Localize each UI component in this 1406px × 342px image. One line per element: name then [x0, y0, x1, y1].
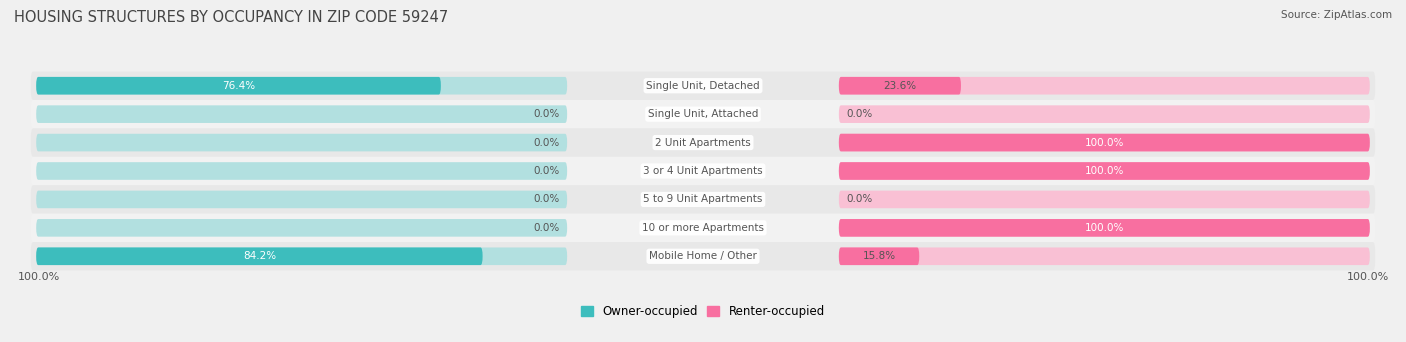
Text: Source: ZipAtlas.com: Source: ZipAtlas.com	[1281, 10, 1392, 20]
FancyBboxPatch shape	[37, 77, 567, 94]
Text: 2 Unit Apartments: 2 Unit Apartments	[655, 137, 751, 148]
FancyBboxPatch shape	[31, 71, 1375, 100]
Text: 100.0%: 100.0%	[1347, 272, 1389, 282]
Text: 10 or more Apartments: 10 or more Apartments	[643, 223, 763, 233]
Text: 0.0%: 0.0%	[533, 137, 560, 148]
FancyBboxPatch shape	[839, 77, 1369, 94]
FancyBboxPatch shape	[37, 219, 567, 237]
Text: 100.0%: 100.0%	[1084, 137, 1123, 148]
Text: 100.0%: 100.0%	[17, 272, 59, 282]
FancyBboxPatch shape	[37, 77, 441, 94]
FancyBboxPatch shape	[31, 100, 1375, 128]
FancyBboxPatch shape	[37, 190, 567, 208]
FancyBboxPatch shape	[839, 162, 1369, 180]
Text: HOUSING STRUCTURES BY OCCUPANCY IN ZIP CODE 59247: HOUSING STRUCTURES BY OCCUPANCY IN ZIP C…	[14, 10, 449, 25]
FancyBboxPatch shape	[839, 105, 1369, 123]
Text: 23.6%: 23.6%	[883, 81, 917, 91]
FancyBboxPatch shape	[31, 157, 1375, 185]
FancyBboxPatch shape	[839, 219, 1369, 237]
FancyBboxPatch shape	[839, 190, 1369, 208]
Text: 100.0%: 100.0%	[1084, 166, 1123, 176]
Text: 76.4%: 76.4%	[222, 81, 254, 91]
FancyBboxPatch shape	[839, 77, 960, 94]
Text: 0.0%: 0.0%	[533, 109, 560, 119]
FancyBboxPatch shape	[839, 162, 1369, 180]
Text: Mobile Home / Other: Mobile Home / Other	[650, 251, 756, 261]
FancyBboxPatch shape	[37, 248, 482, 265]
Text: 0.0%: 0.0%	[846, 194, 873, 205]
Text: 5 to 9 Unit Apartments: 5 to 9 Unit Apartments	[644, 194, 762, 205]
Text: 84.2%: 84.2%	[243, 251, 276, 261]
FancyBboxPatch shape	[839, 248, 1369, 265]
Legend: Owner-occupied, Renter-occupied: Owner-occupied, Renter-occupied	[576, 300, 830, 323]
Text: 100.0%: 100.0%	[1084, 223, 1123, 233]
FancyBboxPatch shape	[839, 134, 1369, 152]
Text: Single Unit, Attached: Single Unit, Attached	[648, 109, 758, 119]
Text: 0.0%: 0.0%	[846, 109, 873, 119]
FancyBboxPatch shape	[839, 134, 1369, 152]
FancyBboxPatch shape	[37, 134, 567, 152]
Text: 0.0%: 0.0%	[533, 194, 560, 205]
Text: 15.8%: 15.8%	[862, 251, 896, 261]
FancyBboxPatch shape	[31, 242, 1375, 271]
FancyBboxPatch shape	[37, 162, 567, 180]
FancyBboxPatch shape	[839, 219, 1369, 237]
FancyBboxPatch shape	[37, 105, 567, 123]
FancyBboxPatch shape	[839, 248, 920, 265]
FancyBboxPatch shape	[37, 248, 567, 265]
Text: 0.0%: 0.0%	[533, 166, 560, 176]
FancyBboxPatch shape	[31, 214, 1375, 242]
Text: 3 or 4 Unit Apartments: 3 or 4 Unit Apartments	[643, 166, 763, 176]
Text: 0.0%: 0.0%	[533, 223, 560, 233]
Text: Single Unit, Detached: Single Unit, Detached	[647, 81, 759, 91]
FancyBboxPatch shape	[31, 128, 1375, 157]
FancyBboxPatch shape	[31, 185, 1375, 214]
